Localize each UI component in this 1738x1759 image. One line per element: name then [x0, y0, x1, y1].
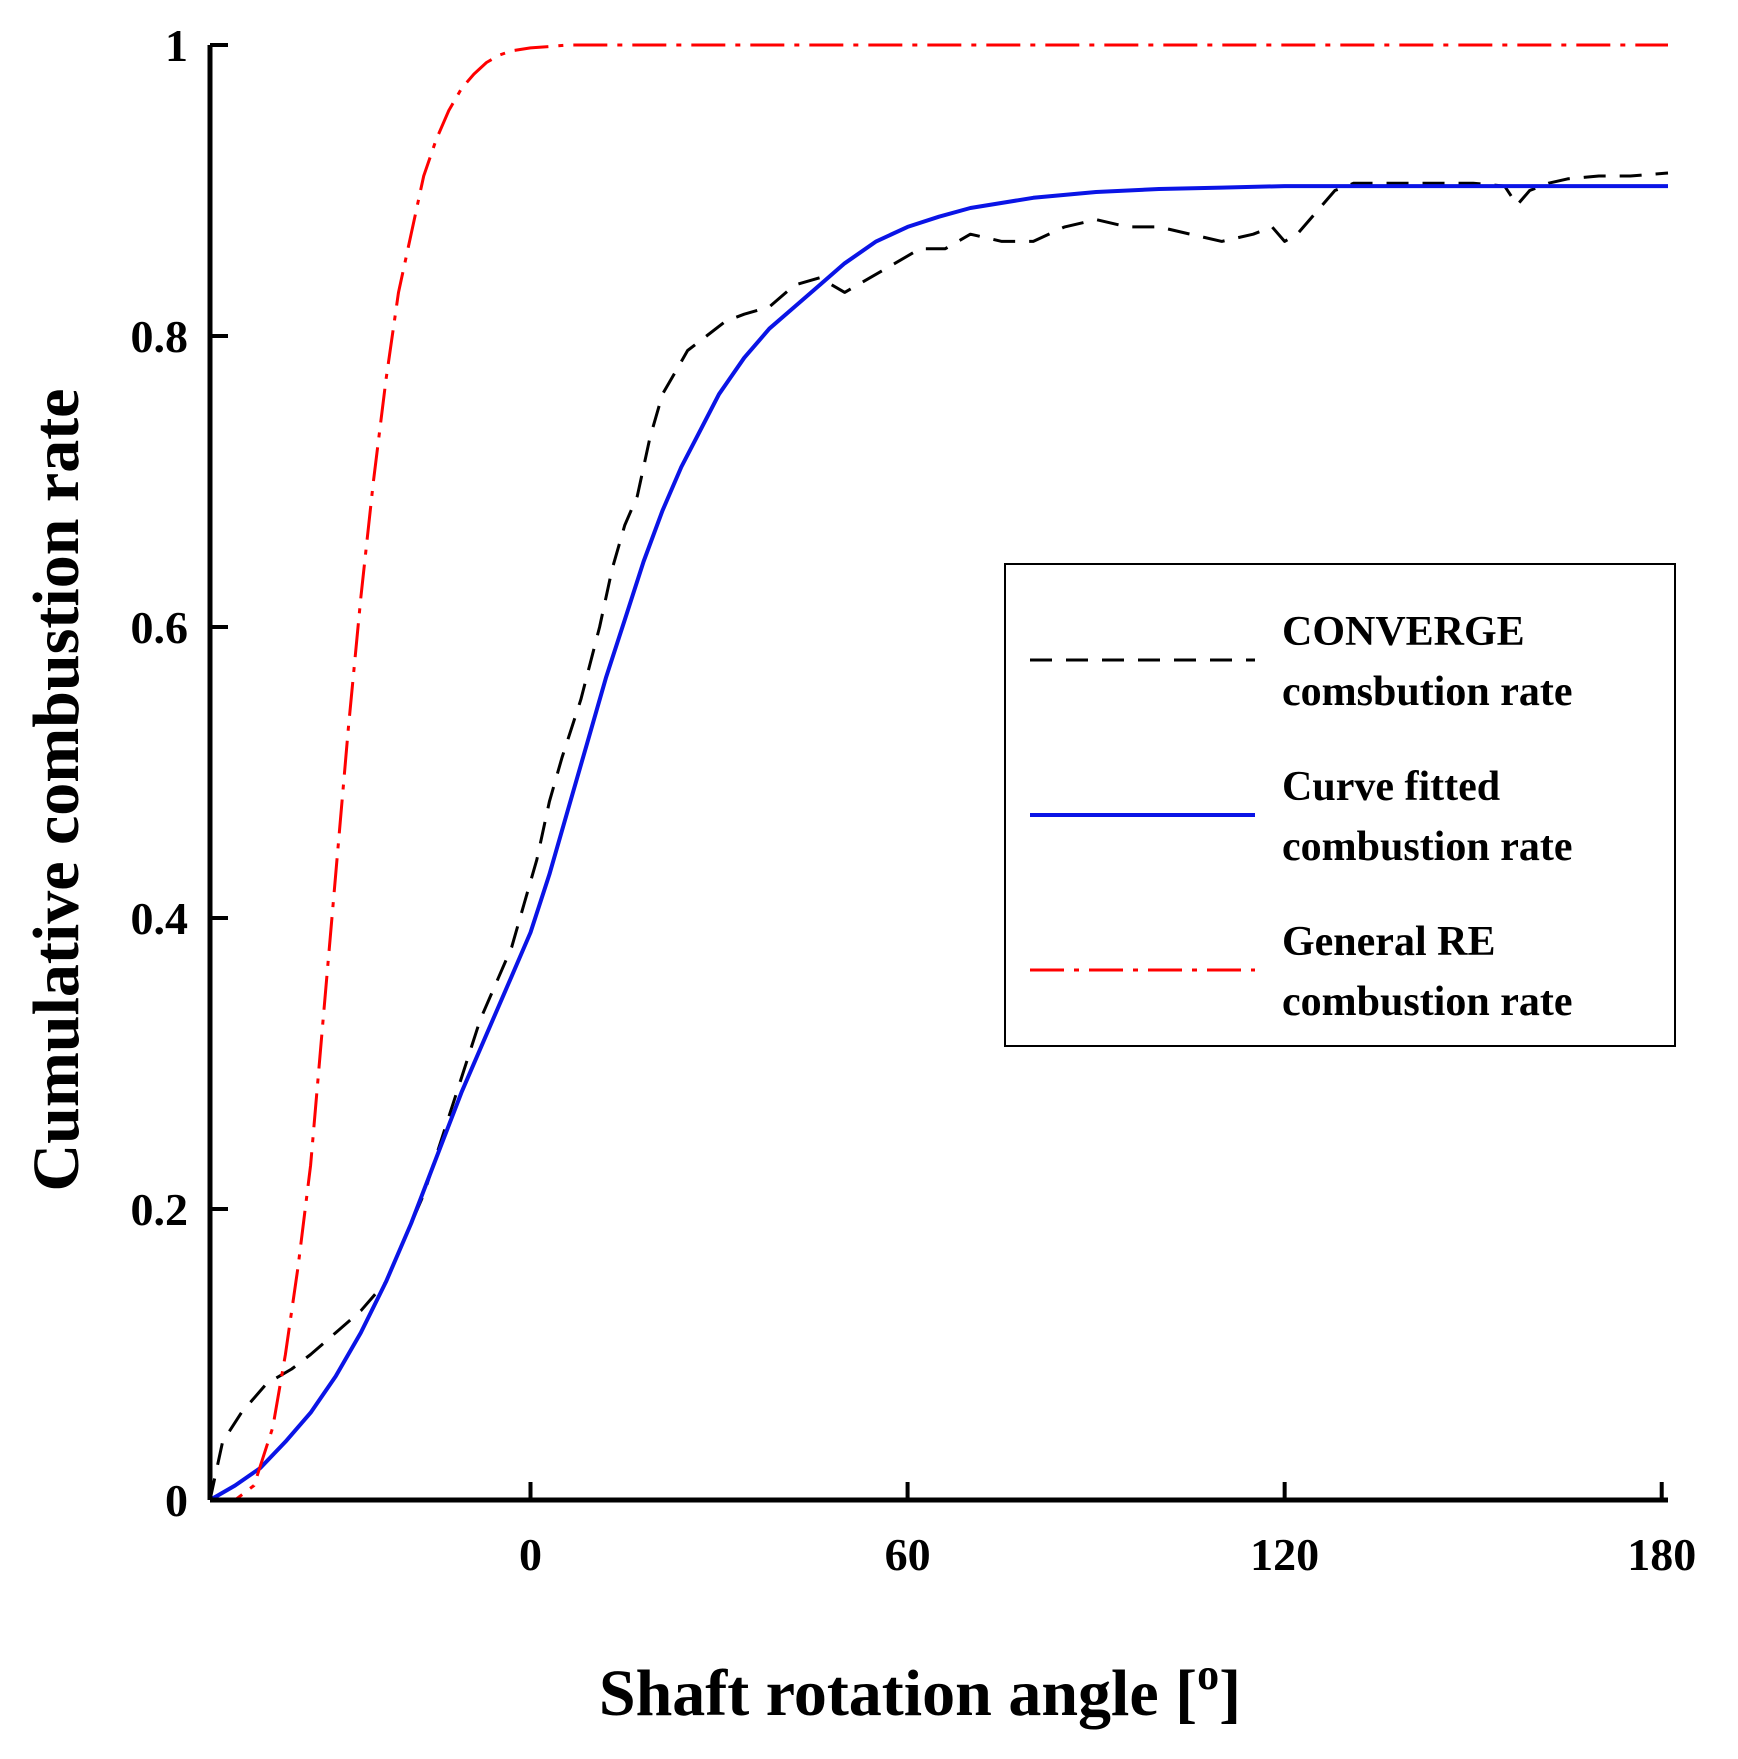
x-axis-title-unit: o — [1197, 1650, 1219, 1699]
y-tick-label: 0.2 — [131, 1184, 189, 1235]
series-line-converge — [208, 171, 1669, 1501]
x-tick-label: 120 — [1250, 1529, 1319, 1580]
x-tick-label: 0 — [519, 1529, 542, 1580]
series-line-general-re — [210, 43, 1668, 1502]
legend: CONVERGE comsbution rate Curve fitted co… — [1004, 563, 1676, 1047]
series-line-curve-fitted — [208, 184, 1668, 1502]
legend-label-converge-line1: CONVERGE — [1282, 609, 1525, 655]
y-tick-label: 0.4 — [131, 893, 189, 944]
legend-label-curve-fitted-line1: Curve fitted — [1282, 764, 1500, 810]
ticks-layer: 0 0.2 0.4 0.6 0.8 1 0 60 120 180 — [131, 20, 1697, 1580]
axes-layer — [207, 45, 1668, 1503]
legend-label-general-re-line1: General RE — [1282, 919, 1495, 965]
y-axis-title: Cumulative combustion rate — [20, 389, 93, 1192]
x-tick-label: 180 — [1627, 1529, 1696, 1580]
x-tick-label: 60 — [885, 1529, 931, 1580]
y-tick-label: 1 — [165, 20, 188, 71]
legend-label-converge-line2: comsbution rate — [1282, 669, 1572, 715]
y-tick-label: 0.8 — [131, 311, 189, 362]
y-tick-label: 0.6 — [131, 602, 189, 653]
x-axis-title: Shaft rotation angle [o] — [599, 1650, 1241, 1730]
y-tick-label: 0 — [165, 1475, 188, 1526]
legend-box — [1004, 563, 1676, 1047]
x-axis-title-close: ] — [1219, 1657, 1241, 1730]
legend-label-curve-fitted-line2: combustion rate — [1282, 824, 1572, 870]
x-axis-title-main: Shaft rotation angle [ — [599, 1657, 1197, 1730]
series-layer — [208, 43, 1669, 1502]
legend-label-general-re-line2: combustion rate — [1282, 979, 1572, 1025]
